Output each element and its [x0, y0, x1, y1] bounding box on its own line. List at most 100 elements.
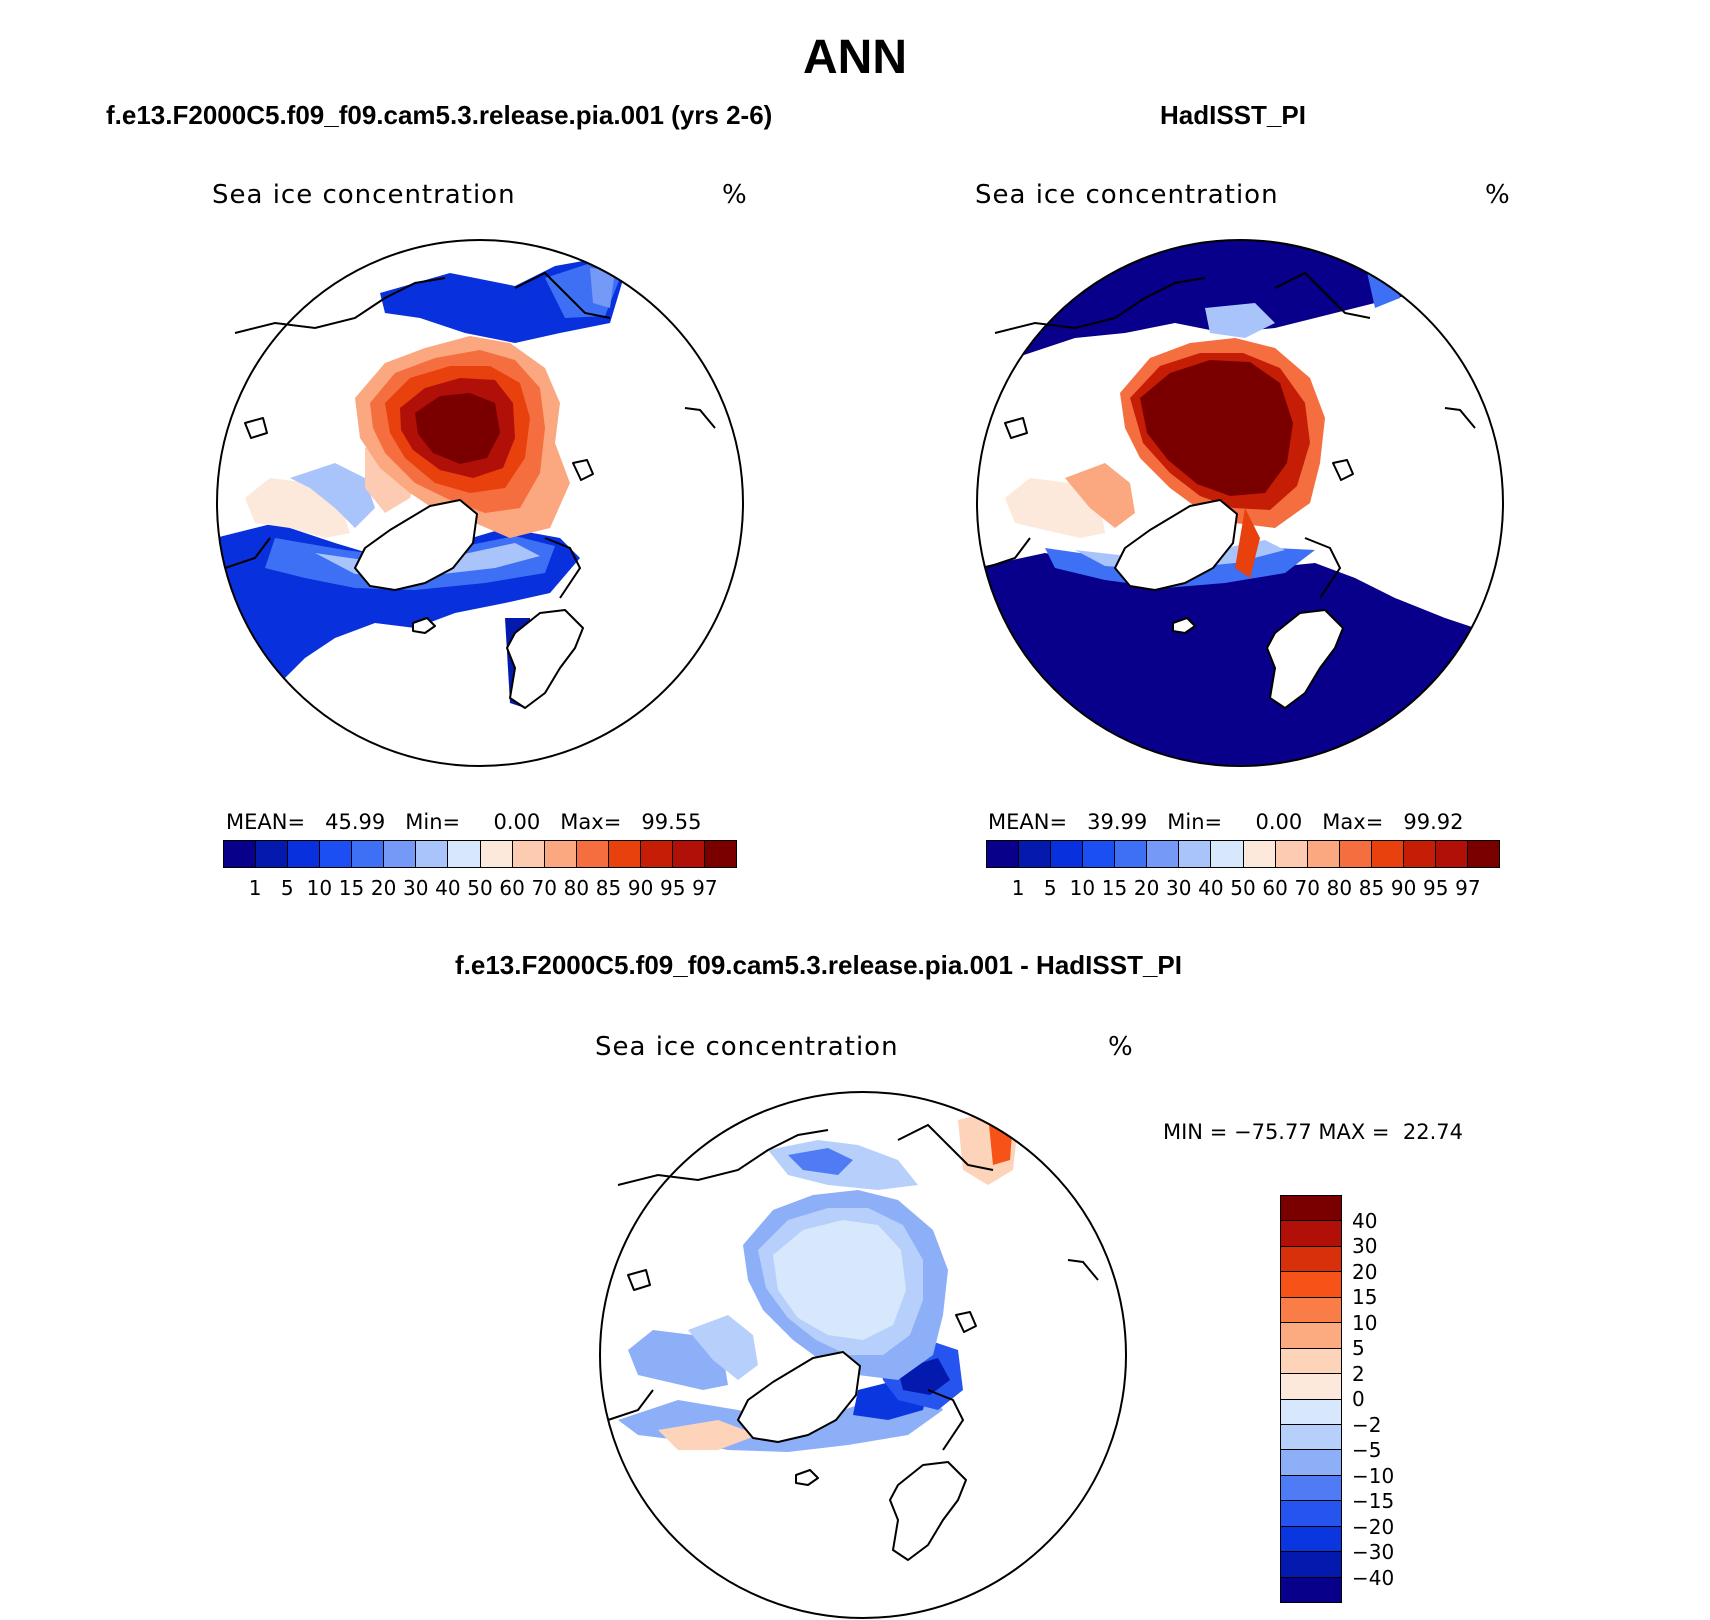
- panel3-variable-label: Sea ice concentration: [595, 1032, 899, 1062]
- panel3-colorbar-tick: 40: [1352, 1208, 1378, 1233]
- panel3-colorbar-swatch: [1281, 1450, 1341, 1476]
- panel3-colorbar-tick: 5: [1352, 1336, 1365, 1360]
- panel2-min-value: 0.00: [1255, 810, 1303, 834]
- panel1-coastline-asia: [234, 277, 446, 334]
- panel3-coastline-asia: [617, 1129, 829, 1186]
- panel1-colorbar-tick: 5: [280, 876, 294, 900]
- figure-title: ANN: [803, 31, 907, 84]
- panel2-colorbar-swatch: [1275, 841, 1308, 867]
- panel1-colorbar-tick: 10: [306, 876, 333, 900]
- panel1-colorbar-swatch: [416, 841, 449, 867]
- panel3-min-value: −75.77: [1233, 1120, 1312, 1144]
- panel2-colorbar-swatch: [1147, 841, 1180, 867]
- panel2-colorbar-tick: 10: [1069, 876, 1096, 900]
- panel2-colorbar-swatch: [1179, 841, 1212, 867]
- panel2-colorbar-swatch: [1211, 841, 1244, 867]
- panel3-iceland: [795, 1469, 819, 1486]
- panel1-colorbar-swatch: [512, 841, 545, 867]
- panel1-colorbar-tick: 30: [403, 876, 429, 900]
- panel2-colorbar-swatch: [1339, 841, 1372, 867]
- panel2-colorbar-tick: 15: [1101, 876, 1128, 900]
- panel2-colorbar-swatch: [1467, 841, 1499, 867]
- panel2-colorbar-tick: 60: [1262, 876, 1288, 900]
- panel2-colorbar-swatch: [1307, 841, 1340, 867]
- panel3-max-label: MAX =: [1318, 1120, 1390, 1144]
- panel1-colorbar-swatch: [384, 841, 417, 867]
- panel2-variable-label: Sea ice concentration: [975, 180, 1279, 210]
- panel2-colorbar-swatch: [1019, 841, 1052, 867]
- panel3-colorbar-tick: 10: [1352, 1310, 1378, 1335]
- panel2-colorbar-swatch: [1243, 841, 1276, 867]
- panel2-mean-label: MEAN=: [988, 810, 1068, 834]
- panel3-colorbar-swatch: [1281, 1552, 1341, 1578]
- panel1-colorbar-swatch: [288, 841, 321, 867]
- panel3-colorbar-swatch: [1281, 1424, 1341, 1451]
- panel1-colorbar-swatch: [320, 841, 353, 867]
- panel3-colorbar-swatch: [1281, 1374, 1341, 1400]
- panel1-scandinavia: [506, 609, 584, 709]
- panel2-iceland: [1172, 617, 1196, 634]
- panel2-colorbar-tick: 1: [1011, 876, 1025, 900]
- panel2-max-label: Max=: [1322, 810, 1384, 834]
- panel1-colorbar-swatch: [480, 841, 513, 867]
- panel1-colorbar-ticks: 1 5 10 15 20 30 40 50 60 70 80 85 90 95 97: [223, 876, 737, 902]
- panel3-colorbar-swatch: [1281, 1348, 1341, 1375]
- panel1-case-title: f.e13.F2000C5.f09_f09.cam5.3.release.pia…: [106, 100, 773, 130]
- panel3-colorbar-swatch: [1281, 1196, 1341, 1222]
- panel2-colorbar-tick: 20: [1133, 876, 1160, 900]
- panel1-colorbar-swatch: [544, 841, 577, 867]
- panel3-central-pack: [773, 1220, 906, 1340]
- panel3-min-label: MIN =: [1163, 1120, 1228, 1144]
- panel1-colorbar-swatch: [224, 841, 257, 867]
- panel2-colorbar-tick: 90: [1390, 876, 1417, 900]
- panel1-max-label: Max=: [560, 810, 622, 834]
- panel2-colorbar-tick: 50: [1230, 876, 1256, 900]
- panel1-min-label: Min=: [405, 810, 461, 834]
- panel3-polar-map: [599, 1091, 1127, 1619]
- panel3-colorbar-swatch: [1281, 1526, 1341, 1553]
- panel1-colorbar: [223, 840, 737, 868]
- panel1-variable-label: Sea ice concentration: [212, 180, 516, 210]
- panel1-colorbar-tick: 95: [660, 876, 686, 900]
- panel2-units-label: %: [1485, 180, 1511, 210]
- panel1-colorbar-tick: 50: [467, 876, 493, 900]
- panel1-colorbar-swatch: [352, 841, 385, 867]
- panel3-colorbar-swatch: [1281, 1246, 1341, 1273]
- panel3-units-label: %: [1108, 1032, 1134, 1062]
- panel2-colorbar-swatch: [1403, 841, 1436, 867]
- panel2-greenland: [1114, 499, 1238, 591]
- panel1-colorbar-tick: 97: [692, 876, 718, 900]
- panel3-colorbar: [1280, 1195, 1342, 1603]
- panel3-colorbar-tick: −15: [1352, 1489, 1395, 1513]
- panel3-scandinavia: [889, 1461, 967, 1561]
- panel2-map-border: [976, 239, 1504, 767]
- panel2-coastline-asia: [994, 277, 1206, 334]
- panel3-colorbar-tick: −30: [1352, 1540, 1395, 1564]
- panel2-polar-map: [976, 239, 1504, 767]
- panel2-central-pack: [1140, 360, 1293, 496]
- panel1-max-value: 99.55: [641, 810, 702, 834]
- panel3-colorbar-tick: 2: [1352, 1361, 1365, 1386]
- panel2-case-title: HadISST_PI: [1160, 100, 1306, 130]
- panel3-colorbar-swatch: [1281, 1272, 1341, 1298]
- panel3-colorbar-tick: −40: [1352, 1565, 1395, 1590]
- panel2-scandinavia: [1266, 609, 1344, 709]
- panel3-max-value: 22.74: [1402, 1120, 1464, 1144]
- panel3-colorbar-tick: 0: [1352, 1387, 1365, 1411]
- panel3-colorbar-swatch: [1281, 1501, 1341, 1527]
- panel2-colorbar-swatch: [1435, 841, 1468, 867]
- panel3-greenland: [737, 1351, 861, 1443]
- panel2-colorbar-swatch: [1051, 841, 1084, 867]
- panel1-colorbar-swatch: [576, 841, 609, 867]
- panel1-units-label: %: [722, 180, 748, 210]
- panel1-mean-value: 45.99: [325, 810, 386, 834]
- panel2-mean-value: 39.99: [1087, 810, 1148, 834]
- panel3-colorbar-swatch: [1281, 1221, 1341, 1247]
- panel3-colorbar-swatch: [1281, 1323, 1341, 1349]
- panel1-iceland: [412, 617, 436, 634]
- panel3-colorbar-swatch: [1281, 1577, 1341, 1602]
- panel1-colorbar-tick: 60: [499, 876, 525, 900]
- panel1-colorbar-tick: 15: [338, 876, 365, 900]
- panel1-greenland: [354, 499, 478, 591]
- panel3-colorbar-ticks: 40 30 20 15 10 5 2 0 −2 −5 −10 −15 −20 −30 −40: [1352, 1195, 1422, 1603]
